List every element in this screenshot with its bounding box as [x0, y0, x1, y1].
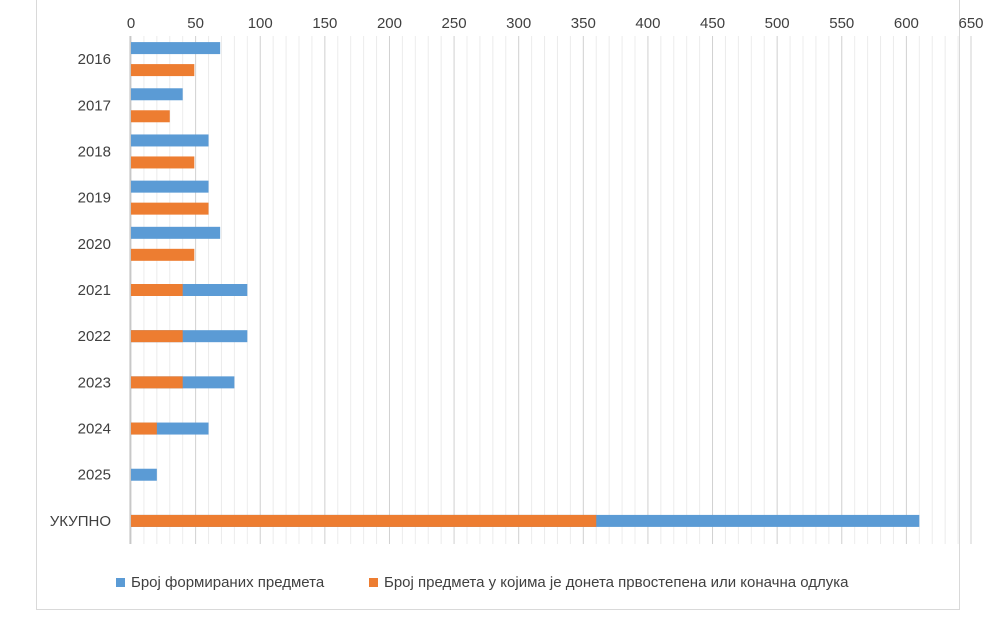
- bar-formed-cases: [131, 88, 183, 101]
- bar-decided-cases: [131, 156, 195, 169]
- category-label: 2019: [78, 190, 111, 207]
- x-tick-label: 500: [765, 15, 790, 32]
- legend-label-decided-cases: Број предмета у којима је донета првосте…: [384, 574, 849, 591]
- x-axis-ticks: 0 50 100 150 200 250 300 350 400 450 500 550 600 650: [127, 15, 984, 32]
- bar-formed-cases: [131, 226, 221, 239]
- x-tick-label: 200: [377, 15, 402, 32]
- x-tick-label: 100: [248, 15, 273, 32]
- bar-formed-cases: [131, 468, 157, 481]
- chart-frame: [36, 0, 960, 610]
- bar-decided-cases: [131, 202, 209, 215]
- category-label: 2023: [78, 374, 111, 391]
- x-tick-label: 600: [894, 15, 919, 32]
- category-label: 2020: [78, 236, 111, 253]
- category-label: 2022: [78, 328, 111, 345]
- gridlines: [130, 36, 972, 544]
- bar-formed-cases: [131, 42, 221, 55]
- bar-formed-cases: [131, 134, 209, 147]
- x-tick-label: 300: [506, 15, 531, 32]
- bar-decided-cases: [131, 110, 170, 123]
- x-tick-label: 400: [635, 15, 660, 32]
- category-label: 2018: [78, 143, 111, 160]
- bar-formed-cases: [131, 180, 209, 193]
- category-label: 2017: [78, 97, 111, 114]
- x-tick-label: 550: [829, 15, 854, 32]
- legend-item-formed-cases: Број формираних предмета: [116, 574, 324, 591]
- legend-label-formed-cases: Број формираних предмета: [131, 574, 325, 591]
- x-tick-label: 50: [187, 15, 204, 32]
- x-tick-label: 650: [958, 15, 983, 32]
- bars: [129, 36, 920, 544]
- category-label: 2024: [78, 421, 111, 438]
- y-axis-categories: 2016 2017 2018 2019 2020 2021 2022 2023 2024 2025…: [50, 51, 111, 530]
- x-tick-label: 450: [700, 15, 725, 32]
- bar-decided-cases: [131, 376, 183, 389]
- category-label: 2016: [78, 51, 111, 68]
- category-label: УКУПНО: [50, 513, 111, 530]
- bar-decided-cases: [131, 330, 183, 343]
- legend: Број формираних предмета Број предмета у…: [0, 568, 992, 598]
- bar-decided-cases: [131, 514, 597, 527]
- x-tick-label: 0: [127, 15, 135, 32]
- x-tick-label: 250: [442, 15, 467, 32]
- x-tick-label: 350: [571, 15, 596, 32]
- bar-chart: 0 50 100 150 200 250 300 350 400 450 500 550 600 650 …: [50, 15, 984, 544]
- bar-decided-cases: [131, 422, 157, 435]
- category-label: 2025: [78, 467, 111, 484]
- legend-swatch-orange: [369, 578, 378, 587]
- legend-swatch-blue: [116, 578, 125, 587]
- bar-decided-cases: [131, 64, 195, 77]
- category-label: 2021: [78, 282, 111, 299]
- legend-item-decided-cases: Број предмета у којима је донета првосте…: [369, 574, 849, 591]
- x-tick-label: 150: [312, 15, 337, 32]
- bar-decided-cases: [131, 284, 183, 296]
- bar-decided-cases: [131, 248, 195, 261]
